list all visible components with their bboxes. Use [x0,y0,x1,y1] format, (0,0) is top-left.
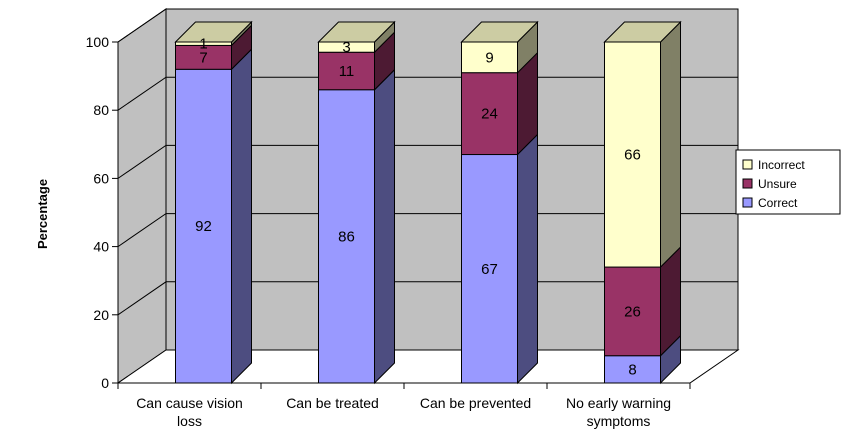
bar-top [317,21,396,43]
back-wall [118,9,738,383]
y-tick-label: 0 [101,375,109,391]
gridline [117,281,738,316]
x-axis: Can cause vision loss Can be treated Can be… [117,382,691,429]
bar-front [604,41,661,268]
bar-segment-unsure: 7 [175,24,252,71]
data-label: 67 [481,261,498,278]
data-label: 8 [628,361,636,378]
bar-top [174,21,253,43]
y-axis-title: Percentage [35,179,50,249]
data-label: 1 [199,36,207,53]
legend: Incorrect Unsure Correct [735,149,841,215]
bar-front [604,266,661,357]
legend-box [735,149,841,215]
y-axis: 0 20 40 60 80 100 [86,34,119,391]
gridlines [117,8,738,316]
x-tick-label: No early warning symptoms [566,395,671,429]
gridline [117,213,738,248]
y-tick-label: 60 [93,170,109,186]
legend-swatch [742,197,753,208]
legend-item-correct: Correct [742,196,798,210]
bar-side [660,20,681,269]
legend-item-incorrect: Incorrect [742,158,805,172]
legend-label: Incorrect [758,158,805,172]
y-tick-label: 100 [86,34,110,50]
bar-segment-incorrect: 9 [460,20,539,74]
data-label: 92 [195,218,212,235]
bar-segment-incorrect: 1 [174,20,253,53]
bar-front [461,41,518,74]
data-label: 11 [339,63,355,80]
legend-swatch [742,159,753,170]
bar-segment-unsure: 11 [318,31,395,91]
y-tick-label: 40 [93,239,109,255]
data-label: 3 [342,39,350,56]
side-wall [117,8,167,384]
y-tick-label: 20 [93,307,109,323]
gridline [117,76,738,111]
bar-segment-correct: 92 [175,48,252,385]
legend-label: Correct [758,196,798,210]
y-tick-label: 80 [93,102,109,118]
bar-segment-correct: 86 [318,68,395,385]
bar-segment-unsure: 26 [604,245,681,357]
x-tick-label: Can be treated [286,395,379,411]
bars: 92 71 86 11 3 67 24 9 8 26 66 [174,20,682,385]
x-tick-label: Can be prevented [420,395,531,411]
gridline [117,144,738,179]
legend-swatch [742,178,753,189]
bar-segment-incorrect: 3 [317,20,396,56]
bar-side [517,133,538,385]
bar-top [603,21,682,43]
bar-segment-incorrect: 66 [603,20,682,269]
x-tick-label: Can cause vision loss [136,395,243,429]
bar-segment-correct: 67 [461,133,538,385]
legend-label: Unsure [758,177,797,191]
data-label: 9 [485,49,493,66]
legend-item-unsure: Unsure [742,177,797,191]
bar-side [374,68,395,385]
data-label: 86 [338,228,355,245]
bar-top [460,21,539,43]
bar-side [231,48,252,385]
data-label: 66 [624,147,641,164]
bar-front [318,51,375,91]
data-label: 7 [199,49,207,66]
data-label: 26 [624,303,641,320]
data-label: 24 [481,106,498,123]
gridline [117,8,738,43]
